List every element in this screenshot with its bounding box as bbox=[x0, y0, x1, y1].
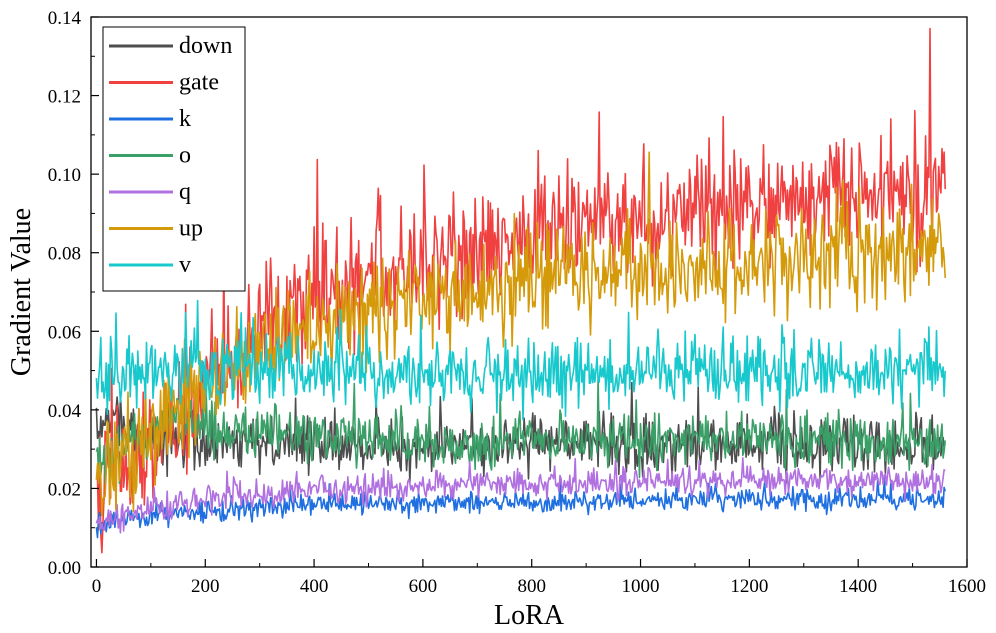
series-line-v bbox=[95, 299, 946, 421]
series-line-k bbox=[95, 476, 946, 539]
x-axis-ticks: 0 200 400 600 800 1000 1200 1400 1600 bbox=[92, 559, 986, 597]
x-tick-label: 600 bbox=[409, 576, 438, 597]
y-axis-title: Gradient Value bbox=[6, 208, 37, 376]
y-tick-label: 0.06 bbox=[48, 322, 81, 343]
y-tick-label: 0.10 bbox=[48, 165, 81, 186]
series-line-up bbox=[95, 151, 946, 517]
x-tick-label: 1200 bbox=[730, 576, 768, 597]
series-line-o bbox=[95, 378, 946, 486]
x-tick-label: 1400 bbox=[839, 576, 877, 597]
y-tick-label: 0.14 bbox=[48, 8, 82, 29]
series-line-q bbox=[95, 457, 946, 534]
x-tick-label: 0 bbox=[92, 576, 102, 597]
series-line-gate bbox=[95, 27, 946, 554]
x-tick-label: 400 bbox=[300, 576, 329, 597]
x-tick-label: 800 bbox=[517, 576, 546, 597]
x-tick-label: 1600 bbox=[948, 576, 986, 597]
legend-label-o: o bbox=[179, 143, 191, 169]
x-tick-label: 1000 bbox=[622, 576, 660, 597]
y-tick-label: 0.04 bbox=[48, 401, 82, 422]
legend-label-v: v bbox=[179, 252, 191, 278]
legend-label-up: up bbox=[179, 216, 203, 242]
legend-label-gate: gate bbox=[179, 70, 219, 96]
series-layer bbox=[95, 27, 946, 554]
y-tick-label: 0.02 bbox=[48, 479, 81, 500]
legend-label-down: down bbox=[179, 33, 232, 59]
legend: down gate koq up v bbox=[102, 26, 246, 292]
y-tick-label: 0.08 bbox=[48, 244, 81, 265]
x-axis-title: LoRA bbox=[494, 600, 565, 631]
legend-box bbox=[102, 26, 246, 292]
x-tick-label: 200 bbox=[191, 576, 220, 597]
y-tick-label: 0.00 bbox=[48, 558, 81, 579]
y-tick-label: 0.12 bbox=[48, 87, 81, 108]
y-axis-ticks: 0.00 0.02 0.04 0.06 0.08 0.10 0.12 0.14 bbox=[48, 8, 99, 579]
legend-label-q: q bbox=[179, 179, 191, 205]
legend-label-k: k bbox=[179, 106, 191, 132]
